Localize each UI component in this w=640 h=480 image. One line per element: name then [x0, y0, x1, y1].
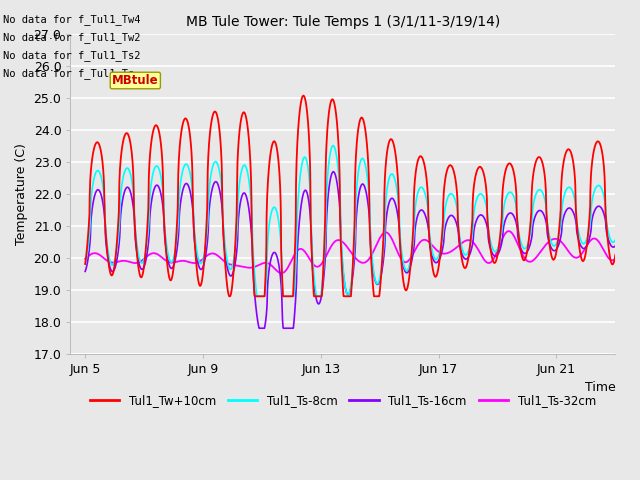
Title: MB Tule Tower: Tule Temps 1 (3/1/11-3/19/14): MB Tule Tower: Tule Temps 1 (3/1/11-3/19… — [186, 15, 500, 29]
Text: No data for f_Tul1_Ts: No data for f_Tul1_Ts — [3, 68, 134, 79]
Text: No data for f_Tul1_Ts2: No data for f_Tul1_Ts2 — [3, 50, 141, 61]
Y-axis label: Temperature (C): Temperature (C) — [15, 143, 28, 245]
Text: No data for f_Tul1_Tw2: No data for f_Tul1_Tw2 — [3, 32, 141, 43]
X-axis label: Time: Time — [584, 382, 615, 395]
Text: No data for f_Tul1_Tw4: No data for f_Tul1_Tw4 — [3, 13, 141, 24]
Legend: Tul1_Tw+10cm, Tul1_Ts-8cm, Tul1_Ts-16cm, Tul1_Ts-32cm: Tul1_Tw+10cm, Tul1_Ts-8cm, Tul1_Ts-16cm,… — [85, 389, 600, 412]
Text: MBtule: MBtule — [112, 74, 159, 87]
